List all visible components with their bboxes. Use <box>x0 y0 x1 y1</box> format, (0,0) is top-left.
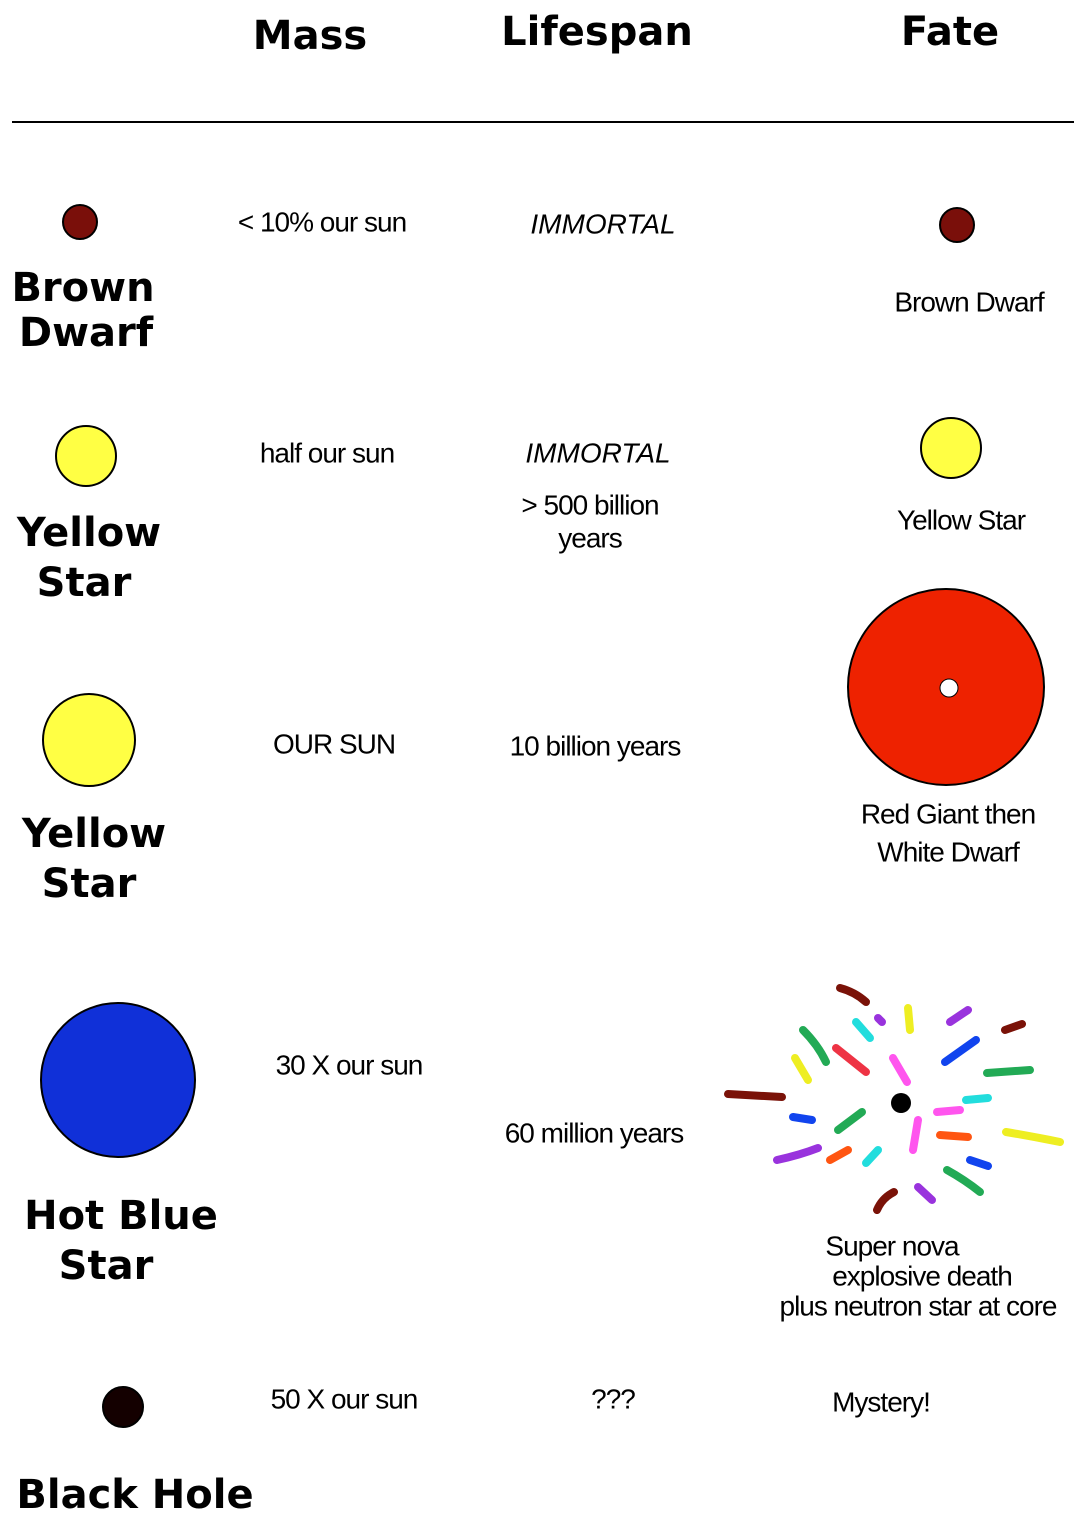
star-name: Star <box>59 1243 154 1289</box>
star-name: Hot Blue <box>24 1193 218 1239</box>
supernova-icon <box>728 988 1060 1210</box>
fate-icon <box>940 208 974 242</box>
star-icon <box>43 694 135 786</box>
star-icon <box>63 205 97 239</box>
lifespan: 60 million years <box>505 1117 684 1148</box>
lifespan: ??? <box>591 1383 635 1414</box>
star-name: Yellow <box>21 811 166 857</box>
mass: 50 X our sun <box>271 1383 418 1414</box>
column-header: Mass <box>253 13 367 59</box>
star-name: Brown <box>11 265 154 311</box>
fate-icon <box>921 418 981 478</box>
star-icon <box>41 1003 195 1157</box>
fate: explosive death <box>832 1260 1012 1291</box>
white-dwarf-icon <box>940 679 958 697</box>
star-name: Yellow <box>16 510 161 556</box>
mass: 30 X our sun <box>276 1049 423 1080</box>
star-name: Black Hole <box>16 1472 253 1515</box>
star-icon <box>103 1387 143 1427</box>
fate: Super nova <box>825 1230 960 1261</box>
fate: plus neutron star at core <box>780 1290 1057 1321</box>
fate: White Dwarf <box>877 836 1020 867</box>
fate: Red Giant then <box>861 798 1035 829</box>
star-life-diagram: Mass Lifespan Fate Brown Dwarf < 10% our… <box>0 0 1074 1515</box>
mass: < 10% our sun <box>238 206 406 237</box>
lifespan: IMMORTAL <box>530 208 675 239</box>
lifespan: IMMORTAL <box>525 437 670 468</box>
star-name: Dwarf <box>19 310 154 356</box>
mass: OUR SUN <box>273 728 395 759</box>
fate: Mystery! <box>832 1386 930 1417</box>
lifespan: years <box>558 522 621 553</box>
fate: Yellow Star <box>897 504 1026 535</box>
star-icon <box>56 426 116 486</box>
mass: half our sun <box>260 437 394 468</box>
fate: Brown Dwarf <box>894 286 1044 317</box>
column-header: Fate <box>901 9 999 55</box>
column-header: Lifespan <box>501 9 693 55</box>
star-name: Star <box>42 861 137 907</box>
star-name: Star <box>37 560 132 606</box>
lifespan: 10 billion years <box>510 730 681 761</box>
lifespan: > 500 billion <box>521 489 658 520</box>
